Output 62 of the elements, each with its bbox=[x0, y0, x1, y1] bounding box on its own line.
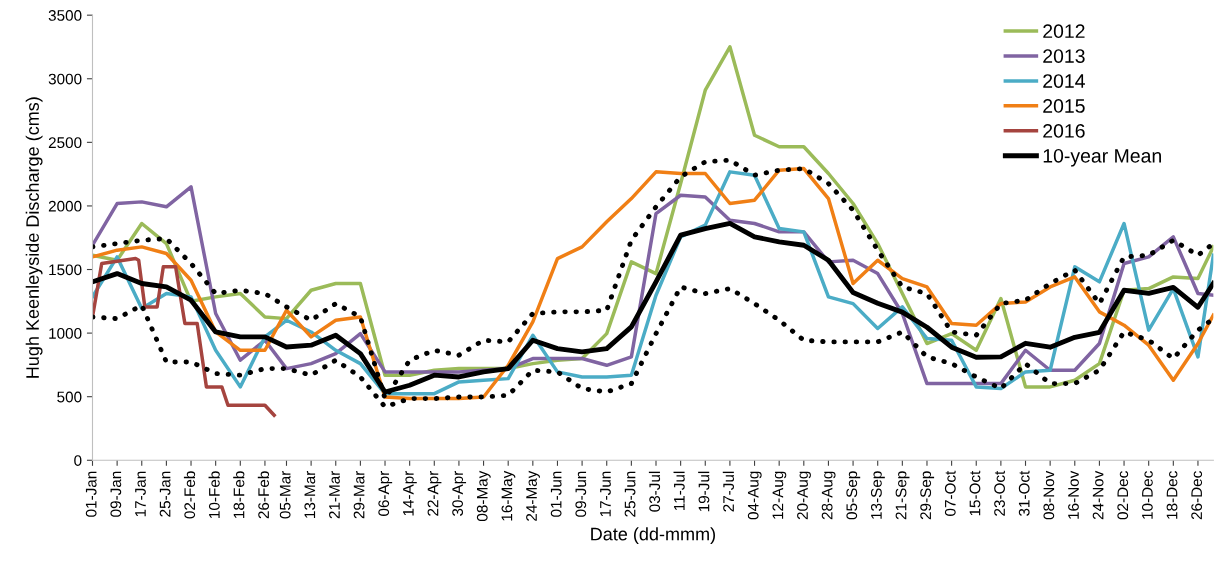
x-tick-label: 18-Dec bbox=[1166, 471, 1178, 519]
legend-label: 10-year Mean bbox=[1043, 148, 1161, 167]
x-tick-label: 07-Oct bbox=[944, 470, 956, 516]
x-tick-label: 09-Jun bbox=[575, 471, 587, 517]
x-tick-label: 19-Jul bbox=[698, 471, 710, 512]
x-tick-label: 05-Sep bbox=[846, 471, 861, 520]
x-tick-label: 02-Feb bbox=[183, 471, 196, 519]
legend-label: 2013 bbox=[1043, 49, 1085, 63]
x-tick-label: 13-Mar bbox=[304, 470, 316, 518]
x-tick-label: 01-Jun bbox=[550, 471, 562, 517]
legend-label: 2016 bbox=[1043, 124, 1085, 138]
x-tick-label: 16-Nov bbox=[1068, 470, 1079, 519]
x-tick-label: 23-Oct bbox=[994, 470, 1005, 516]
x-tick-label: 13-Sep bbox=[870, 471, 885, 519]
x-axis-title: Date (dd-mmm) bbox=[591, 527, 715, 545]
x-tick-label: 03-Jul bbox=[648, 471, 661, 512]
x-tick-label: 14-Apr bbox=[403, 470, 417, 516]
x-tick-label: 22-Apr bbox=[427, 470, 442, 516]
x-tick-label: 17-Jan bbox=[135, 471, 146, 517]
legend-label: 2014 bbox=[1043, 74, 1085, 88]
x-tick-label: 30-Apr bbox=[452, 470, 467, 516]
y-tick-label: 3000 bbox=[48, 73, 82, 85]
x-tick-label: 26-Dec bbox=[1191, 471, 1203, 520]
x-tick-label: 20-Aug bbox=[797, 471, 811, 520]
x-tick-label: 17-Jun bbox=[600, 471, 611, 517]
x-tick-label: 08-May bbox=[476, 470, 491, 522]
y-tick-label: 1500 bbox=[49, 264, 82, 276]
x-tick-label: 10-Feb bbox=[208, 471, 220, 518]
x-tick-label: 27-Jul bbox=[722, 471, 734, 512]
x-tick-label: 31-Oct bbox=[1018, 470, 1030, 516]
y-tick-label: 2000 bbox=[48, 200, 82, 212]
x-tick-label: 01-Jan bbox=[85, 471, 97, 517]
x-tick-label: 24-May bbox=[526, 470, 540, 521]
x-tick-label: 02-Dec bbox=[1117, 471, 1129, 520]
x-tick-label: 04-Aug bbox=[747, 471, 762, 520]
legend-label: 2015 bbox=[1043, 99, 1085, 113]
x-tick-label: 09-Jan bbox=[110, 471, 122, 517]
y-tick-label: 3500 bbox=[48, 10, 82, 21]
x-tick-label: 18-Feb bbox=[233, 471, 245, 518]
legend-label: 2012 bbox=[1043, 24, 1085, 39]
x-tick-label: 26-Feb bbox=[257, 471, 270, 519]
x-tick-label: 29-Sep bbox=[920, 471, 935, 520]
x-tick-label: 21-Mar bbox=[329, 470, 340, 519]
x-tick-label: 12-Aug bbox=[772, 471, 787, 519]
x-tick-label: 25-Jan bbox=[159, 471, 171, 517]
x-tick-label: 28-Aug bbox=[821, 471, 836, 520]
x-tick-label: 25-Jun bbox=[624, 471, 636, 517]
y-tick-label: 0 bbox=[74, 455, 82, 466]
y-axis-title: Hugh Keenleyside Discharge (cms) bbox=[25, 97, 43, 378]
x-tick-label: 15-Oct bbox=[969, 470, 981, 516]
x-tick-label: 06-Apr bbox=[378, 470, 393, 516]
y-tick-label: 1000 bbox=[49, 327, 82, 339]
x-tick-label: 24-Nov bbox=[1092, 470, 1104, 520]
x-tick-label: 16-May bbox=[501, 470, 516, 521]
y-tick-label: 2500 bbox=[48, 137, 82, 149]
x-tick-label: 08-Nov bbox=[1043, 470, 1055, 520]
y-tick-label: 500 bbox=[57, 391, 82, 403]
x-tick-label: 29-Mar bbox=[353, 470, 365, 519]
x-tick-label: 10-Dec bbox=[1141, 471, 1153, 519]
x-tick-label: 05-Mar bbox=[279, 470, 291, 519]
x-tick-label: 11-Jul bbox=[673, 471, 685, 511]
x-tick-label: 21-Sep bbox=[895, 471, 910, 520]
